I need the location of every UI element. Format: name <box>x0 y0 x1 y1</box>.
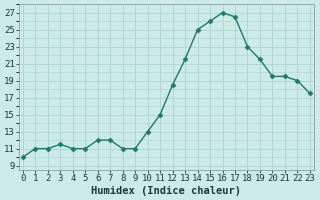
X-axis label: Humidex (Indice chaleur): Humidex (Indice chaleur) <box>91 186 241 196</box>
